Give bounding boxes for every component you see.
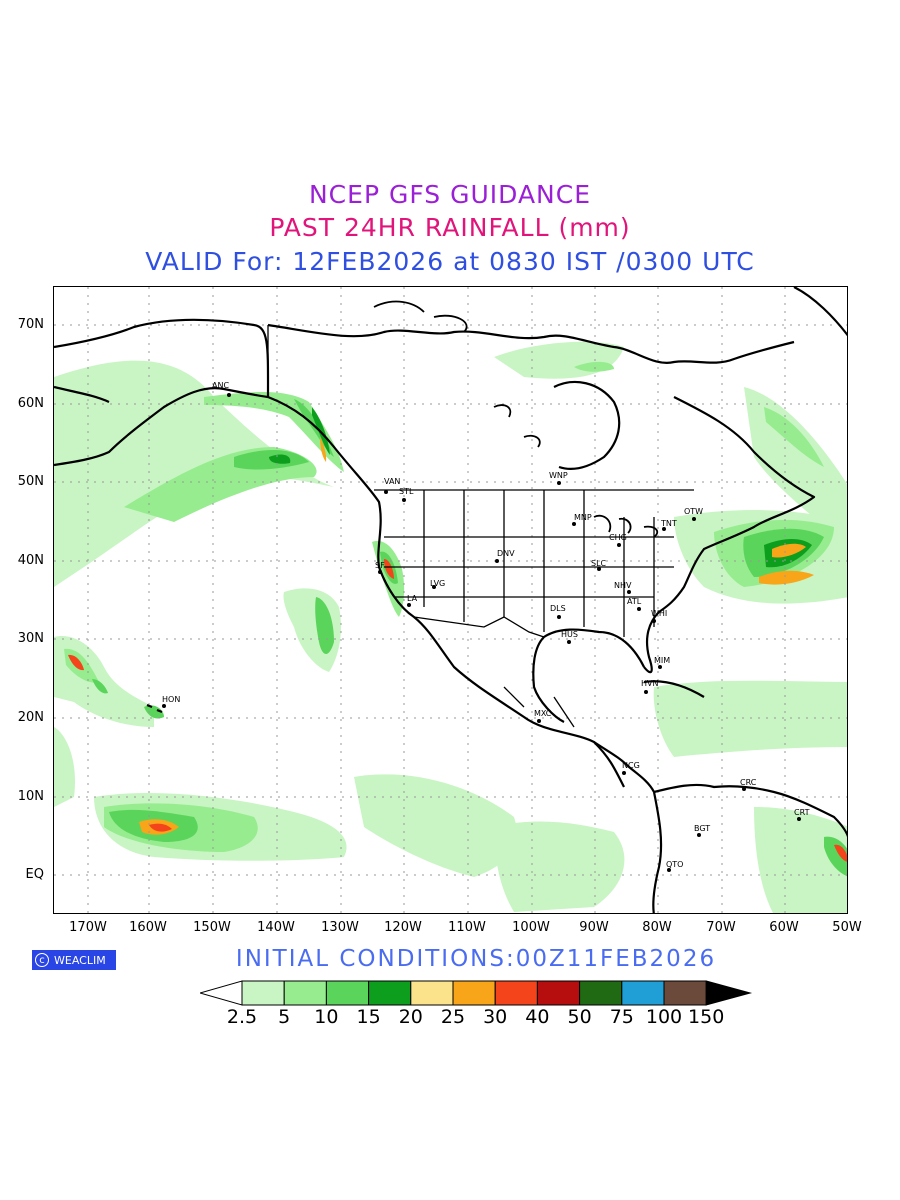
city-label-crt: CRT	[794, 808, 810, 817]
lat-label-30n: 30N	[17, 631, 44, 646]
lakes-and-islands	[373, 300, 659, 538]
lon-label-90w: 90W	[579, 920, 609, 935]
legend-color-box	[579, 980, 623, 1006]
logo-text: WEACLIM	[54, 953, 106, 967]
city-label-dnv: DNV	[497, 549, 515, 558]
lon-label-70w: 70W	[706, 920, 736, 935]
legend-tick-label: 75	[609, 1006, 634, 1028]
legend-color-box	[283, 980, 327, 1006]
legend-color-box	[536, 980, 581, 1006]
initial-conditions-label: INITIAL CONDITIONS:00Z11FEB2026	[235, 946, 717, 972]
lon-label-160w: 160W	[129, 920, 167, 935]
lon-label-50w: 50W	[832, 920, 862, 935]
coastlines	[54, 287, 847, 913]
lat-label-10n: 10N	[17, 789, 44, 804]
city-label-la: LA	[407, 594, 418, 603]
city-label-hon: HON	[162, 695, 181, 704]
city-markers	[162, 393, 801, 872]
rainfall-shading	[54, 341, 847, 913]
city-label-qto: QTO	[666, 860, 684, 869]
city-label-otw: OTW	[684, 507, 704, 516]
lat-label-eq: EQ	[25, 867, 44, 882]
city-label-dls: DLS	[550, 604, 566, 613]
weaclim-logo: c WEACLIM	[32, 950, 116, 970]
city-label-bgt: BGT	[694, 824, 711, 833]
legend-tick-label: 50	[567, 1006, 592, 1028]
title-variable: PAST 24HR RAINFALL (mm)	[269, 213, 631, 242]
legend-tick-label: 2.5	[226, 1006, 258, 1028]
legend-color-box	[325, 980, 370, 1006]
city-label-tnt: TNT	[661, 519, 677, 528]
legend-tick-label: 40	[525, 1006, 550, 1028]
lon-label-100w: 100W	[512, 920, 550, 935]
lat-label-70n: 70N	[17, 317, 44, 332]
city-label-hvn: HVN	[641, 679, 659, 688]
city-label-nhv: NHV	[614, 581, 632, 590]
legend-underflow-arrow	[200, 980, 243, 1006]
title-valid-time: VALID For: 12FEB2026 at 0830 IST /0300 U…	[145, 247, 755, 276]
city-label-wnp: WNP	[549, 471, 568, 480]
city-label-lvg: LVG	[430, 579, 446, 588]
color-legend	[200, 980, 753, 1006]
rainfall-map: ANC VAN STL WNP MNP OTW TNT CHG DNV SLC LVG LA SF NHV…	[53, 286, 848, 914]
legend-tick-label: 30	[483, 1006, 508, 1028]
title-model: NCEP GFS GUIDANCE	[308, 180, 591, 209]
lat-label-40n: 40N	[17, 553, 44, 568]
city-label-van: VAN	[384, 477, 401, 486]
city-label-chg: CHG	[609, 533, 627, 542]
lon-label-80w: 80W	[642, 920, 672, 935]
city-label-hus: HUS	[561, 630, 578, 639]
lat-label-60n: 60N	[17, 396, 44, 411]
legend-color-box	[241, 980, 285, 1006]
legend-color-box	[368, 980, 412, 1006]
legend-tick-label: 100	[645, 1006, 683, 1028]
legend-tick-label: 10	[314, 1006, 339, 1028]
legend-overflow-arrow	[705, 980, 753, 1006]
city-label-mxc: MXC	[534, 709, 552, 718]
lon-label-130w: 130W	[321, 920, 359, 935]
city-label-sf: SF	[375, 561, 385, 570]
legend-color-box	[410, 980, 454, 1006]
legend-tick-label: 20	[398, 1006, 423, 1028]
lon-label-140w: 140W	[257, 920, 295, 935]
legend-tick-label: 25	[440, 1006, 466, 1028]
legend-tick-label: 150	[688, 1006, 725, 1028]
lon-label-110w: 110W	[448, 920, 486, 935]
city-label-ncg: NCG	[622, 761, 640, 770]
graticule	[54, 287, 847, 913]
city-label-mim: MIM	[654, 656, 671, 665]
map-canvas	[54, 287, 847, 913]
lat-label-20n: 20N	[17, 710, 44, 725]
legend-color-box	[663, 980, 707, 1006]
legend-color-box	[452, 980, 496, 1006]
legend-color-box	[494, 980, 538, 1006]
city-label-atl: ATL	[627, 597, 642, 606]
lon-label-170w: 170W	[69, 920, 107, 935]
city-label-whi: WHI	[651, 609, 668, 618]
legend-color-box	[621, 980, 665, 1006]
city-label-crc: CRC	[740, 778, 757, 787]
city-label-anc: ANC	[212, 381, 230, 390]
lon-label-150w: 150W	[193, 920, 231, 935]
lon-label-60w: 60W	[769, 920, 799, 935]
city-label-mnp: MNP	[574, 513, 592, 522]
lat-label-50n: 50N	[17, 474, 44, 489]
copyright-circle-icon: c	[35, 953, 49, 967]
legend-tick-label: 15	[356, 1006, 381, 1028]
political-borders	[267, 325, 694, 728]
city-label-stl: STL	[399, 487, 414, 496]
lon-label-120w: 120W	[384, 920, 422, 935]
legend-tick-label: 5	[278, 1006, 291, 1028]
city-label-slc: SLC	[591, 559, 607, 568]
